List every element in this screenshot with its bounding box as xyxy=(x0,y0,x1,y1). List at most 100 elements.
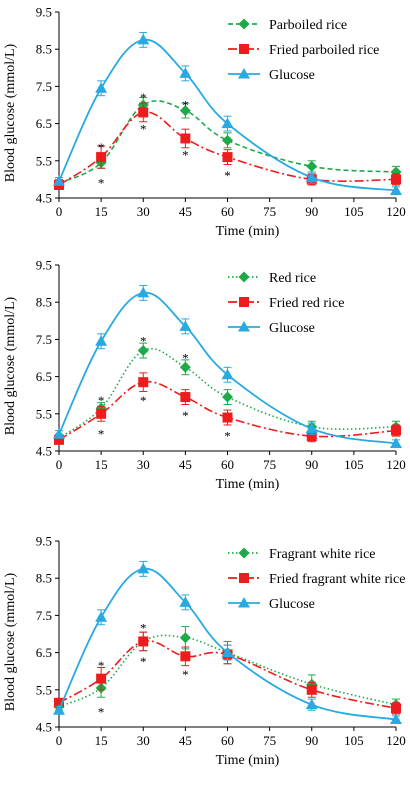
y-tick-label: 5.5 xyxy=(36,682,52,697)
x-tick-label: 15 xyxy=(95,204,108,219)
significance-asterisk: * xyxy=(140,334,147,349)
significance-asterisk: * xyxy=(98,427,105,442)
legend-entry: Fried red rice xyxy=(228,296,344,311)
data-point xyxy=(390,184,402,196)
data-point xyxy=(180,133,191,144)
chart-panel-2: 0 15 30 45 60 75 90 105 120 4.5 5.5 6.5 7.5 8.5 9.5 Tim… xyxy=(3,258,406,493)
legend-entry: Fried parboiled rice xyxy=(228,43,379,58)
data-point xyxy=(390,713,402,725)
data-point xyxy=(179,632,191,644)
data-point xyxy=(180,392,191,403)
x-tick-label: 45 xyxy=(179,457,192,472)
data-point xyxy=(179,105,191,117)
legend-label: Glucose xyxy=(269,68,315,83)
x-tick-label: 90 xyxy=(305,457,318,472)
significance-asterisk: * xyxy=(224,428,231,443)
x-tick-label: 0 xyxy=(56,733,63,748)
y-tick-label: 5.5 xyxy=(36,406,52,421)
legend-marker xyxy=(238,18,250,30)
data-point xyxy=(221,368,234,380)
data-point xyxy=(391,425,401,436)
data-point xyxy=(222,134,233,146)
significance-asterisk: * xyxy=(140,393,147,408)
legend-label: Fried fragrant white rice xyxy=(269,572,405,587)
x-tick-label: 120 xyxy=(386,457,406,472)
data-point xyxy=(222,412,233,423)
x-tick-label: 30 xyxy=(137,733,150,748)
data-point xyxy=(222,152,233,163)
significance-asterisk: * xyxy=(140,121,147,136)
significance-asterisk: * xyxy=(182,667,189,682)
x-tick-label: 30 xyxy=(137,204,150,219)
legend-label: Fried red rice xyxy=(269,296,344,311)
y-tick-label: 9.5 xyxy=(36,258,52,273)
data-point xyxy=(180,651,191,662)
legend-marker xyxy=(239,297,249,307)
data-point xyxy=(54,434,64,445)
x-axis-title: Time (min) xyxy=(216,477,280,492)
data-point xyxy=(306,684,317,695)
data-point xyxy=(53,704,65,715)
data-point xyxy=(137,345,149,357)
chart-panel-3: 0 15 30 45 60 75 90 105 120 4.5 5.5 6.5 7.5 8.5 9.5 Tim… xyxy=(3,534,406,769)
data-point xyxy=(305,171,318,183)
data-point xyxy=(306,160,318,172)
legend-marker xyxy=(239,573,249,583)
x-tick-label: 15 xyxy=(95,457,108,472)
significance-asterisk: * xyxy=(98,704,105,719)
y-tick-label: 6.5 xyxy=(36,369,52,384)
significance-asterisk: * xyxy=(224,168,231,183)
data-point xyxy=(391,703,401,714)
x-tick-label: 75 xyxy=(263,733,276,748)
x-tick-label: 105 xyxy=(344,204,364,219)
y-tick-label: 7.5 xyxy=(36,79,52,94)
x-tick-label: 45 xyxy=(179,204,192,219)
x-tick-label: 45 xyxy=(179,733,192,748)
significance-asterisk: * xyxy=(182,350,189,365)
legend-marker xyxy=(239,44,249,54)
x-axis-title: Time (min) xyxy=(216,753,280,768)
legend-label: Fragrant white rice xyxy=(269,547,376,562)
significance-asterisk: * xyxy=(98,175,105,190)
data-point xyxy=(95,82,108,93)
significance-asterisk: * xyxy=(182,408,189,423)
data-point xyxy=(96,673,107,684)
data-point xyxy=(137,562,150,574)
y-tick-label: 7.5 xyxy=(36,332,52,347)
x-tick-label: 60 xyxy=(221,457,234,472)
x-tick-label: 75 xyxy=(263,204,276,219)
data-point xyxy=(53,175,65,186)
data-point xyxy=(96,408,107,419)
y-axis-title: Blood glucose (mmol/L) xyxy=(3,43,18,182)
y-tick-label: 9.5 xyxy=(36,5,52,20)
legend-entry: Red rice xyxy=(228,271,316,286)
x-tick-label: 60 xyxy=(221,204,234,219)
y-tick-label: 4.5 xyxy=(36,720,52,735)
data-point xyxy=(95,611,108,622)
legend-entry: Glucose xyxy=(228,597,315,612)
y-tick-label: 8.5 xyxy=(36,571,52,586)
y-tick-label: 6.5 xyxy=(36,116,52,131)
y-axis-title: Blood glucose (mmol/L) xyxy=(3,572,18,711)
x-tick-label: 60 xyxy=(221,733,234,748)
series-line xyxy=(58,640,397,710)
data-point xyxy=(305,422,318,434)
significance-asterisk: * xyxy=(182,148,189,163)
data-point xyxy=(391,174,401,185)
y-tick-label: 4.5 xyxy=(36,444,52,459)
y-axis-title: Blood glucose (mmol/L) xyxy=(3,296,18,435)
data-point xyxy=(179,320,192,331)
legend-label: Fried parboiled rice xyxy=(269,43,379,58)
data-point xyxy=(137,33,150,45)
legend-marker xyxy=(238,271,250,283)
y-tick-label: 8.5 xyxy=(36,42,52,57)
y-tick-label: 5.5 xyxy=(36,153,52,168)
significance-asterisk: * xyxy=(140,90,147,105)
legend-entry: Fried fragrant white rice xyxy=(228,572,405,587)
x-tick-label: 15 xyxy=(95,733,108,748)
legend-label: Glucose xyxy=(269,321,315,336)
legend-entry: Glucose xyxy=(228,68,315,83)
data-point xyxy=(138,636,149,647)
